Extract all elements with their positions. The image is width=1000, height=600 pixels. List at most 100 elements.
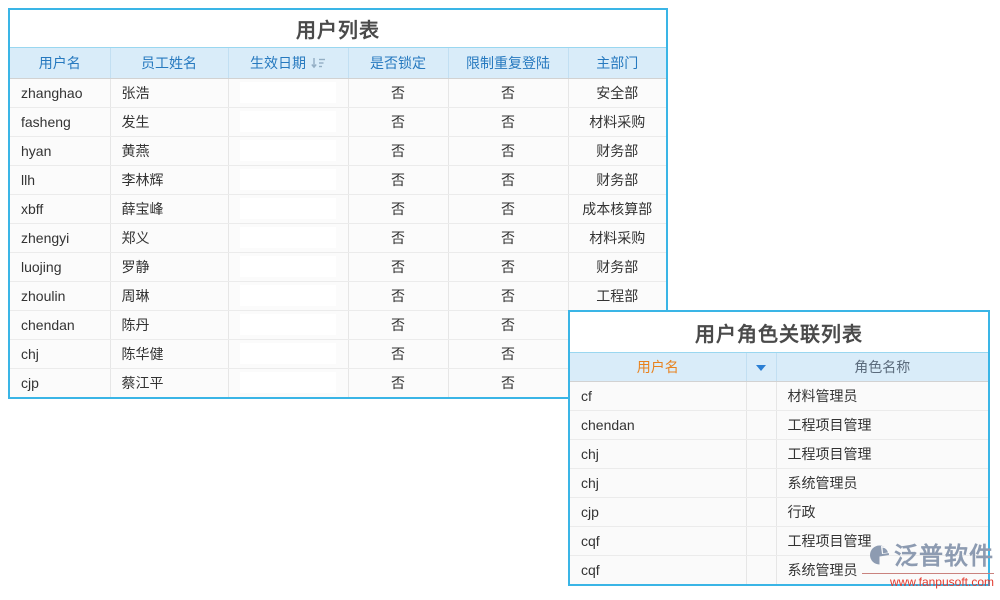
role-filter-spacer-cell	[746, 468, 777, 498]
username-cell: xbff	[10, 194, 111, 224]
employee-name-cell: 张浩	[110, 78, 229, 108]
effective-date-field[interactable]	[240, 256, 336, 277]
role-username-cell: cf	[570, 381, 747, 411]
restrict-login-cell: 否	[448, 194, 569, 224]
username-cell: chj	[10, 339, 111, 369]
username-cell: hyan	[10, 136, 111, 166]
user-table-row[interactable]: zhengyi 郑义 否 否 材料采购	[10, 223, 666, 253]
effective-date-field[interactable]	[240, 285, 336, 306]
user-list-card: 用户列表 用户名 员工姓名 生效日期 是否锁定 限制重复登陆 主部门 zhang…	[8, 8, 668, 399]
employee-name-cell: 罗静	[110, 252, 229, 282]
department-cell: 安全部	[568, 78, 666, 108]
column-header-restrict-login[interactable]: 限制重复登陆	[448, 48, 569, 79]
effective-date-cell	[228, 136, 349, 166]
column-header-effective-date[interactable]: 生效日期	[228, 48, 349, 79]
role-filter-spacer-cell	[746, 526, 777, 556]
department-cell: 材料采购	[568, 107, 666, 137]
role-filter-spacer-cell	[746, 381, 777, 411]
department-cell: 成本核算部	[568, 194, 666, 224]
user-table-row[interactable]: llh 李林辉 否 否 财务部	[10, 165, 666, 195]
locked-cell: 否	[348, 107, 449, 137]
username-filter-cell[interactable]	[746, 353, 777, 382]
role-table-row[interactable]: chendan 工程项目管理	[570, 410, 988, 440]
locked-cell: 否	[348, 165, 449, 195]
user-list-title: 用户列表	[10, 10, 666, 48]
restrict-login-cell: 否	[448, 281, 569, 311]
effective-date-cell	[228, 368, 349, 397]
role-name-cell: 材料管理员	[776, 381, 988, 411]
user-table-row[interactable]: fasheng 发生 否 否 材料采购	[10, 107, 666, 137]
user-table-row[interactable]: zhoulin 周琳 否 否 工程部	[10, 281, 666, 311]
department-cell: 财务部	[568, 252, 666, 282]
column-header-role-username[interactable]: 用户名	[570, 353, 747, 382]
role-table-row[interactable]: chj 工程项目管理	[570, 439, 988, 469]
role-username-cell: chj	[570, 439, 747, 469]
locked-cell: 否	[348, 368, 449, 397]
user-role-list-card: 用户角色关联列表 用户名 角色名称 cf 材料管理员 chendan	[568, 310, 990, 586]
locked-cell: 否	[348, 136, 449, 166]
user-table-row[interactable]: cjp 蔡江平 否 否	[10, 368, 666, 397]
username-cell: cjp	[10, 368, 111, 397]
user-table-row[interactable]: hyan 黄燕 否 否 财务部	[10, 136, 666, 166]
locked-cell: 否	[348, 310, 449, 340]
restrict-login-cell: 否	[448, 107, 569, 137]
user-table-row[interactable]: chj 陈华健 否 否	[10, 339, 666, 369]
department-cell: 财务部	[568, 165, 666, 195]
effective-date-cell	[228, 310, 349, 340]
role-table-row[interactable]: cf 材料管理员	[570, 381, 988, 411]
employee-name-cell: 李林辉	[110, 165, 229, 195]
watermark-brand-row: 泛普软件	[862, 543, 994, 574]
user-table-row[interactable]: luojing 罗静 否 否 财务部	[10, 252, 666, 282]
employee-name-cell: 薛宝峰	[110, 194, 229, 224]
role-filter-spacer-cell	[746, 439, 777, 469]
effective-date-cell	[228, 252, 349, 282]
effective-date-field[interactable]	[240, 227, 336, 248]
locked-cell: 否	[348, 281, 449, 311]
effective-date-field[interactable]	[240, 82, 336, 103]
user-list-table: 用户名 员工姓名 生效日期 是否锁定 限制重复登陆 主部门 zhanghao 张…	[10, 48, 666, 397]
watermark-brand-text: 泛普软件	[894, 543, 994, 570]
role-username-cell: cqf	[570, 555, 747, 584]
user-role-list-title: 用户角色关联列表	[570, 312, 988, 353]
locked-cell: 否	[348, 194, 449, 224]
restrict-login-cell: 否	[448, 310, 569, 340]
effective-date-field[interactable]	[240, 314, 336, 335]
effective-date-field[interactable]	[240, 343, 336, 364]
column-header-locked[interactable]: 是否锁定	[348, 48, 449, 79]
role-name-cell: 工程项目管理	[776, 410, 988, 440]
employee-name-cell: 发生	[110, 107, 229, 137]
department-cell: 财务部	[568, 136, 666, 166]
effective-date-cell	[228, 281, 349, 311]
column-header-employee-name[interactable]: 员工姓名	[110, 48, 229, 79]
user-role-table: 用户名 角色名称 cf 材料管理员 chendan 工程项目管理 chj 工程项…	[570, 353, 988, 584]
role-table-row[interactable]: cqf 系统管理员	[570, 555, 988, 584]
column-header-department[interactable]: 主部门	[568, 48, 666, 79]
effective-date-field[interactable]	[240, 140, 336, 161]
column-header-role-name[interactable]: 角色名称	[776, 353, 988, 382]
user-table-row[interactable]: zhanghao 张浩 否 否 安全部	[10, 78, 666, 108]
effective-date-cell	[228, 194, 349, 224]
employee-name-cell: 郑义	[110, 223, 229, 253]
restrict-login-cell: 否	[448, 223, 569, 253]
effective-date-field[interactable]	[240, 169, 336, 190]
role-table-row[interactable]: cjp 行政	[570, 497, 988, 527]
effective-date-field[interactable]	[240, 198, 336, 219]
effective-date-cell	[228, 223, 349, 253]
role-name-cell: 行政	[776, 497, 988, 527]
column-header-username[interactable]: 用户名	[10, 48, 111, 79]
user-role-header-row: 用户名 角色名称	[570, 353, 988, 382]
role-name-cell: 工程项目管理	[776, 439, 988, 469]
department-cell: 材料采购	[568, 223, 666, 253]
effective-date-cell	[228, 107, 349, 137]
effective-date-field[interactable]	[240, 111, 336, 132]
username-cell: zhoulin	[10, 281, 111, 311]
effective-date-field[interactable]	[240, 372, 336, 394]
user-table-row[interactable]: xbff 薛宝峰 否 否 成本核算部	[10, 194, 666, 224]
role-table-row[interactable]: chj 系统管理员	[570, 468, 988, 498]
effective-date-cell	[228, 78, 349, 108]
user-list-header-row: 用户名 员工姓名 生效日期 是否锁定 限制重复登陆 主部门	[10, 48, 666, 79]
sort-descending-icon[interactable]	[311, 56, 326, 72]
restrict-login-cell: 否	[448, 339, 569, 369]
dropdown-arrow-icon[interactable]	[755, 359, 767, 375]
